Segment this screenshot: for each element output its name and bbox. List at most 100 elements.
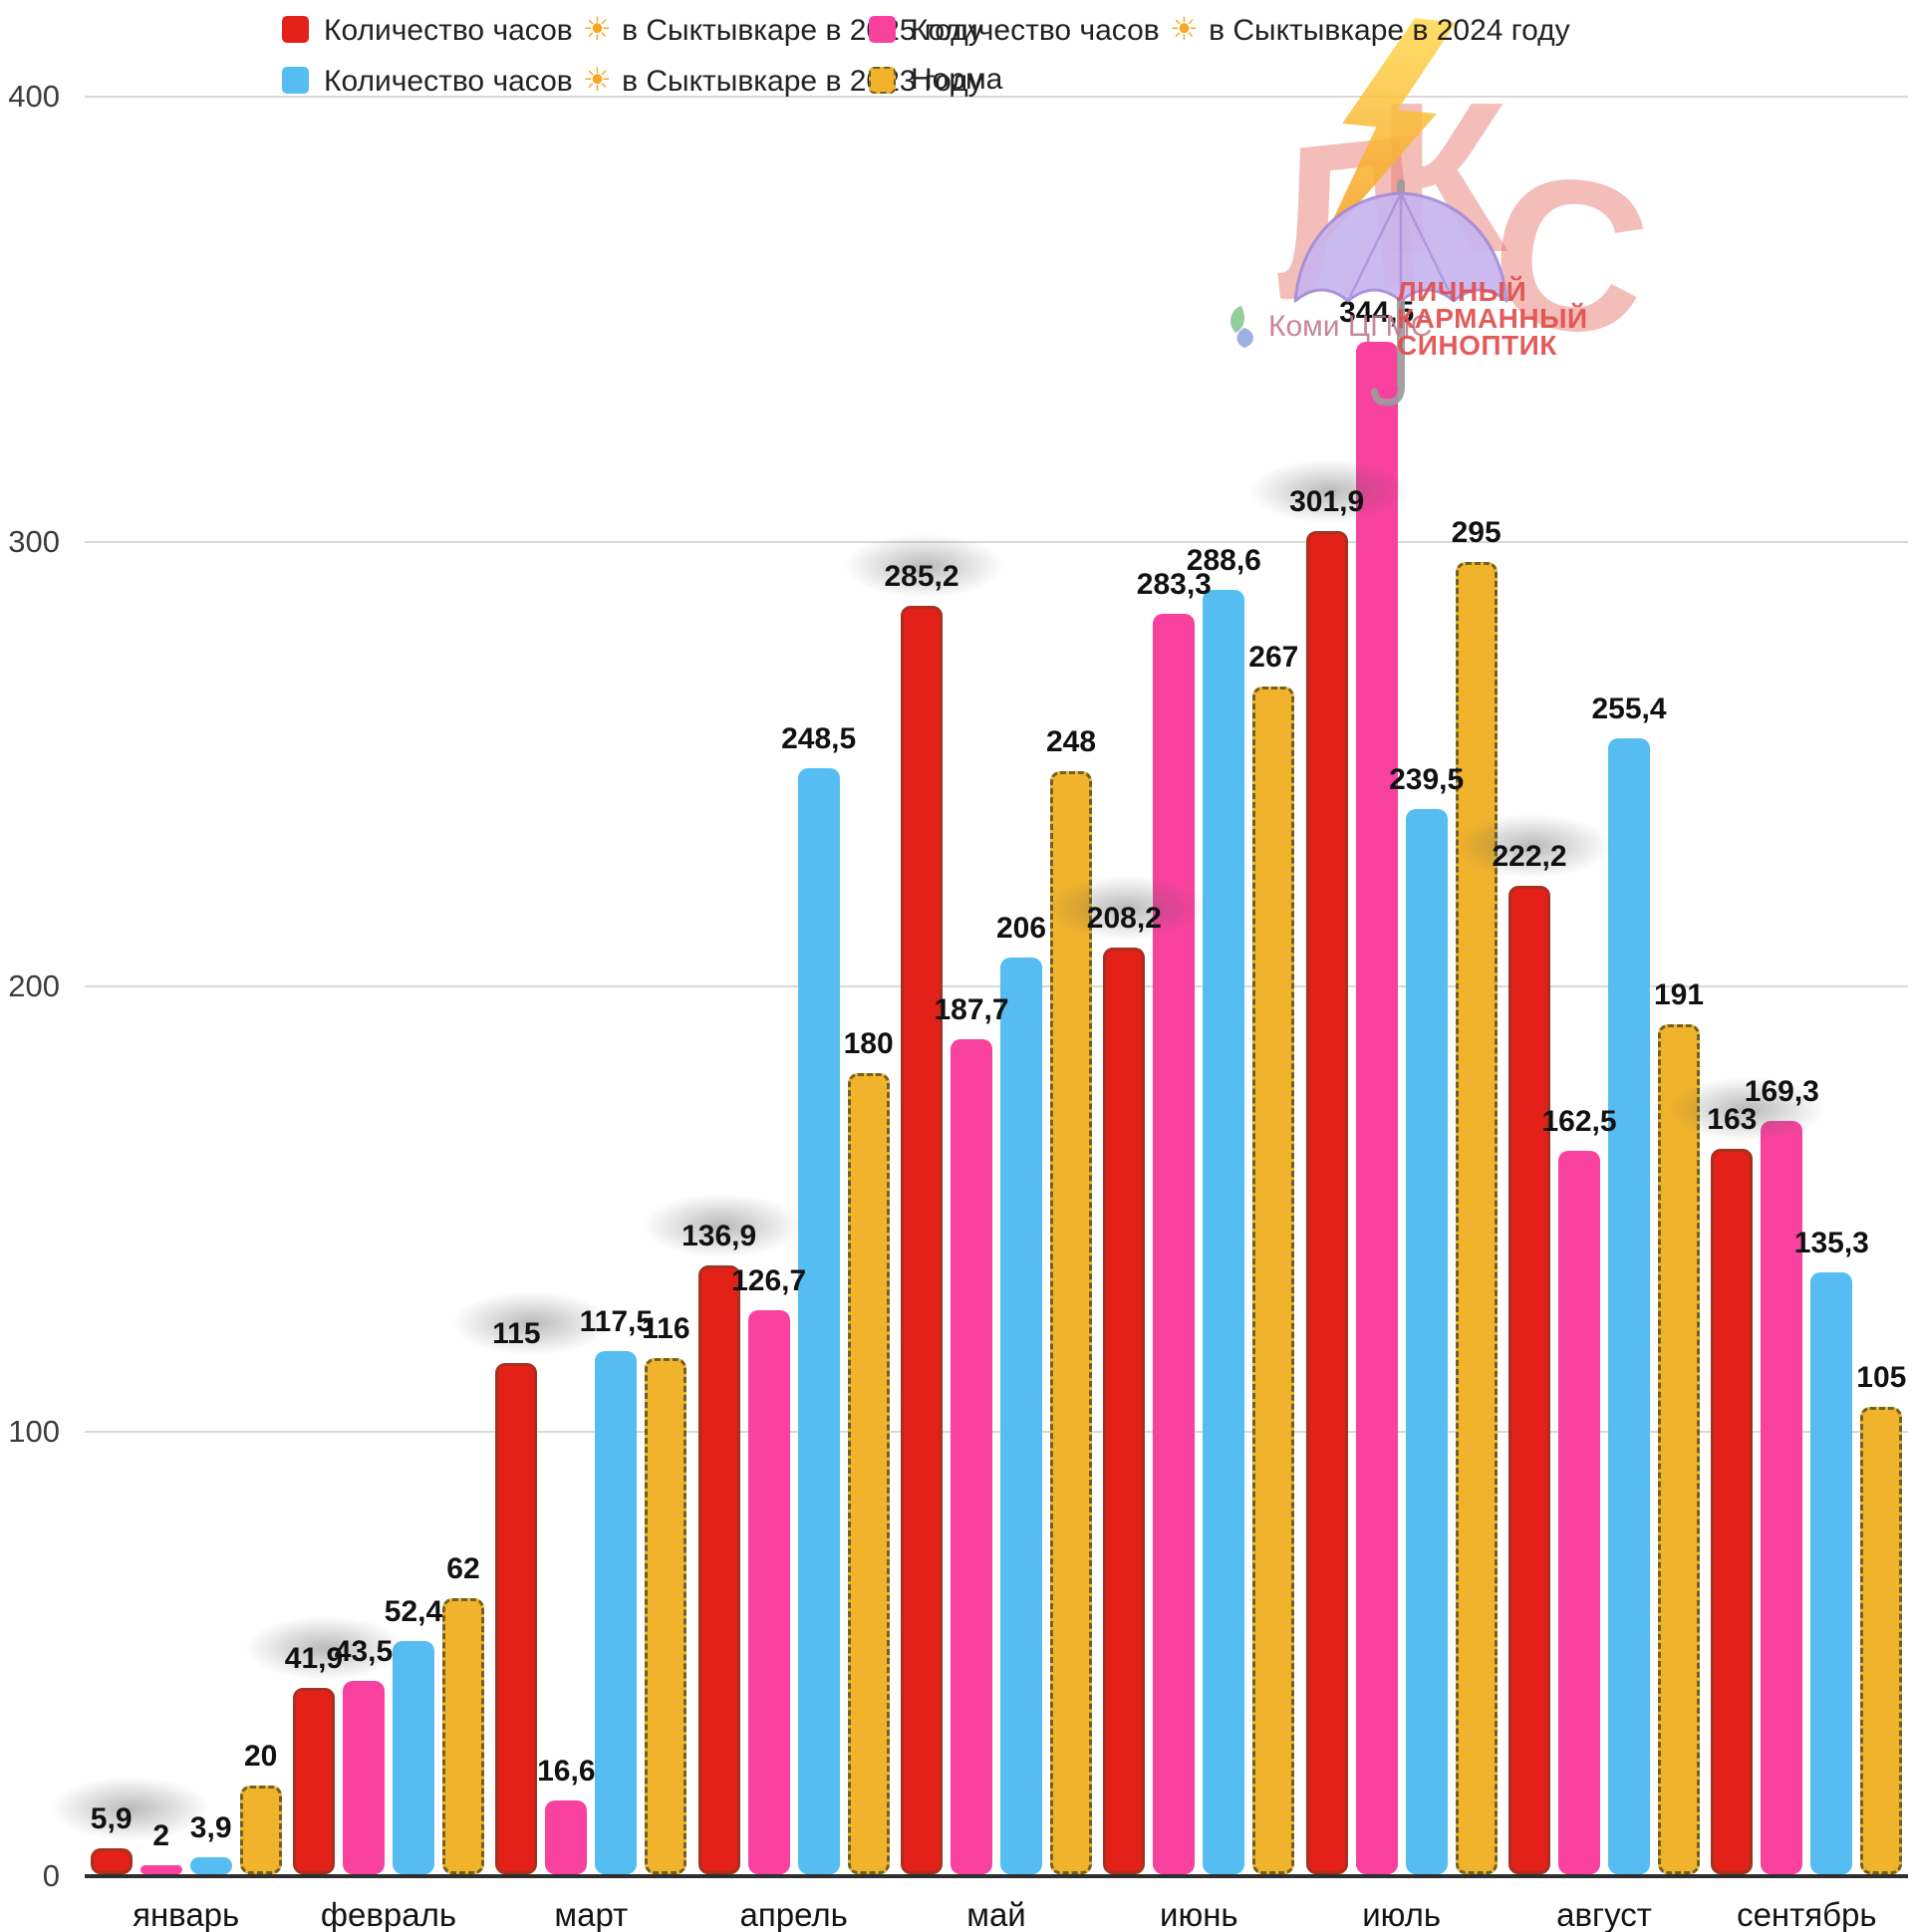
bar-group: 208,2 283,3 288,6 267	[1046, 95, 1298, 1874]
y-tick-label: 100	[8, 1413, 60, 1449]
bar-value-label: 239,5	[1389, 762, 1465, 796]
month-label: февраль	[320, 1896, 457, 1932]
bar-value-label: 191	[1653, 978, 1705, 1012]
bar-slot: 267	[1248, 95, 1298, 1874]
legend-item: Количество часов ☀ в Сыктывкаре в 2025 г…	[282, 10, 983, 48]
bar	[797, 768, 840, 1874]
bar	[392, 1641, 434, 1874]
bar	[1305, 531, 1348, 1874]
bar-value-label: 116	[642, 1312, 690, 1346]
month-column: 163 169,3 135,3 105 сентябрь	[1667, 95, 1908, 1932]
bar-slot: 222,2	[1452, 95, 1612, 1874]
bar-value-label: 162,5	[1541, 1105, 1617, 1139]
month-label: май	[966, 1896, 1026, 1932]
bar-slot: 162,5	[1541, 95, 1617, 1874]
bar	[239, 1785, 282, 1874]
y-tick-label: 200	[8, 968, 60, 1003]
month-label: март	[554, 1896, 629, 1932]
legend-column-2: Количество часов ☀ в Сыктывкаре в 2024 г…	[869, 10, 1570, 99]
bar-group: 115 16,6 117,5 116	[451, 95, 690, 1874]
bar	[1607, 737, 1650, 1874]
bar-slot: 295	[1452, 95, 1502, 1874]
bar	[747, 1310, 790, 1874]
gridline	[85, 985, 1908, 987]
bar-value-label: 3,9	[189, 1810, 232, 1844]
bar-slot: 239,5	[1389, 95, 1464, 1874]
bar-group: 301,9 344,5 239,5 295	[1249, 95, 1502, 1874]
bar-slot: 115	[451, 95, 614, 1874]
legend-swatch	[869, 15, 896, 43]
bar	[495, 1362, 538, 1874]
bar-value-label: 206	[995, 912, 1047, 946]
bar-value-label: 52,4	[384, 1595, 443, 1629]
bar-slot: 285,2	[844, 95, 1004, 1874]
legend-column-1: Количество часов ☀ в Сыктывкаре в 2025 г…	[282, 10, 983, 99]
legend-label: Количество часов ☀ в Сыктывкаре в 2023 г…	[324, 62, 983, 98]
y-axis: 0 100 200 300 400	[0, 81, 70, 1892]
month-column: 5,9 2 3,9 20 январь	[51, 95, 287, 1932]
legend-label: Количество часов ☀ в Сыктывкаре в 2024 г…	[911, 11, 1570, 47]
bar-slot: 248	[1046, 95, 1096, 1874]
bar	[999, 958, 1042, 1874]
bar	[1860, 1407, 1903, 1874]
bar-slot: 301,9	[1249, 95, 1410, 1874]
bar	[1711, 1149, 1754, 1874]
bar-slot: 43,5	[335, 95, 393, 1874]
bar	[950, 1038, 992, 1874]
bar-value-label: 117,5	[579, 1305, 654, 1339]
legend-label: Количество часов ☀ в Сыктывкаре в 2025 г…	[324, 11, 983, 47]
bar-slot: 135,3	[1794, 95, 1869, 1874]
month-column: 41,9 43,5 52,4 62 февраль	[244, 95, 489, 1932]
bar	[1455, 561, 1498, 1874]
bar-slot: 180	[844, 95, 894, 1874]
bar	[189, 1856, 232, 1874]
bar-slot: 163	[1667, 95, 1827, 1874]
gridline	[85, 540, 1908, 543]
y-tick-label: 400	[8, 79, 60, 114]
bar-group: 163 169,3 135,3 105	[1667, 95, 1906, 1874]
bar	[1252, 686, 1295, 1874]
month-label: июнь	[1160, 1896, 1238, 1932]
bar	[900, 605, 943, 1874]
bar-slot: 5,9	[51, 95, 209, 1874]
bar	[139, 1865, 182, 1874]
gridline	[85, 96, 1908, 98]
bar-slot: 248,5	[781, 95, 856, 1874]
month-column: 208,2 283,3 288,6 267 июнь	[1046, 95, 1300, 1932]
bar	[697, 1264, 740, 1874]
bar	[1049, 770, 1092, 1874]
bar-value-label: 295	[1451, 515, 1502, 549]
bar-slot: 116	[642, 95, 690, 1874]
bar-value-label: 41,9	[244, 1615, 406, 1680]
bar-value-label: 222,2	[1452, 813, 1612, 878]
bar-value-label: 169,3	[1744, 1075, 1819, 1109]
bar	[645, 1358, 687, 1874]
bar	[1203, 590, 1245, 1874]
bar-group: 285,2 187,7 206 248	[844, 95, 1096, 1874]
month-column: 222,2 162,5 255,4 191 август	[1452, 95, 1705, 1932]
gridline	[85, 1430, 1908, 1433]
legend-label: Норма	[911, 63, 1003, 96]
bar-slot: 191	[1654, 95, 1704, 1874]
sun-icon: ☀	[1170, 11, 1199, 47]
bar	[1507, 885, 1550, 1874]
month-label: сентябрь	[1737, 1896, 1877, 1932]
bar-slot: 169,3	[1745, 95, 1819, 1874]
y-tick-label: 0	[42, 1858, 60, 1893]
month-column: 301,9 344,5 239,5 295 июль	[1249, 95, 1503, 1932]
bar-slot: 3,9	[189, 95, 232, 1874]
bar-slot: 187,7	[934, 95, 1009, 1874]
bar-slot: 208,2	[1046, 95, 1207, 1874]
bar-slot: 344,5	[1339, 95, 1414, 1874]
bar-group: 41,9 43,5 52,4 62	[244, 95, 484, 1874]
sun-icon: ☀	[583, 62, 612, 98]
bar-slot: 206	[996, 95, 1046, 1874]
bar-value-label: 136,9	[642, 1193, 802, 1257]
bar	[342, 1680, 385, 1874]
bar-value-label: 43,5	[334, 1634, 394, 1668]
bar-value-label: 16,6	[537, 1754, 596, 1788]
sun-icon: ☀	[583, 11, 612, 47]
bar	[1103, 948, 1146, 1874]
bar	[292, 1687, 335, 1874]
bar-value-label: 248,5	[781, 722, 857, 756]
